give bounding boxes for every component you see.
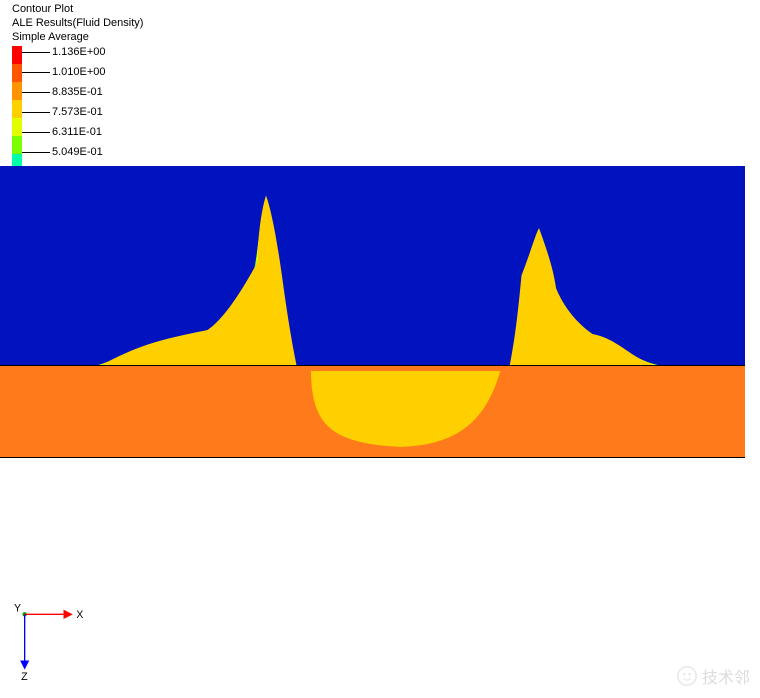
watermark: 技术邻 — [676, 664, 750, 688]
legend-stats: Max = 1.136E+00 Node 51660 Min = 6.337E-… — [12, 250, 99, 305]
legend-label: 8.835E-01 — [52, 86, 103, 98]
axis-y-label: Y — [14, 603, 21, 615]
stat-max: Max = 1.136E+00 — [12, 250, 99, 264]
legend-label: 1.010E+00 — [52, 66, 106, 78]
axis-triad: X Y Z — [14, 596, 94, 686]
legend-label: 1.263E-01 — [52, 206, 103, 218]
axis-x-label: X — [76, 609, 83, 621]
header-result: ALE Results(Fluid Density) — [12, 17, 143, 31]
plot-header: Contour Plot ALE Results(Fluid Density) … — [12, 3, 143, 44]
header-title: Contour Plot — [12, 3, 143, 17]
legend-label: 7.573E-01 — [52, 106, 103, 118]
contour-plot — [0, 166, 745, 458]
stat-min-node: Node 52907 — [12, 291, 99, 305]
legend-colorbar — [12, 46, 22, 226]
stat-max-node: Node 51660 — [12, 264, 99, 278]
watermark-icon — [676, 665, 698, 687]
legend-label: 6.311E-01 — [52, 126, 102, 138]
legend-label: 1.136E+00 — [52, 46, 106, 58]
watermark-text: 技术邻 — [702, 664, 750, 688]
legend-labels: 1.136E+00 1.010E+00 8.835E-01 7.573E-01 6.31… — [22, 42, 106, 260]
stat-min: Min = 6.337E-06 — [12, 278, 99, 292]
legend-label: 3.787E-01 — [52, 166, 103, 178]
legend-label: 2.525E-01 — [52, 186, 103, 198]
axis-z-label: Z — [21, 671, 28, 683]
legend-label: 5.049E-01 — [52, 146, 103, 158]
legend-label: 6.337E-06 — [52, 226, 103, 238]
